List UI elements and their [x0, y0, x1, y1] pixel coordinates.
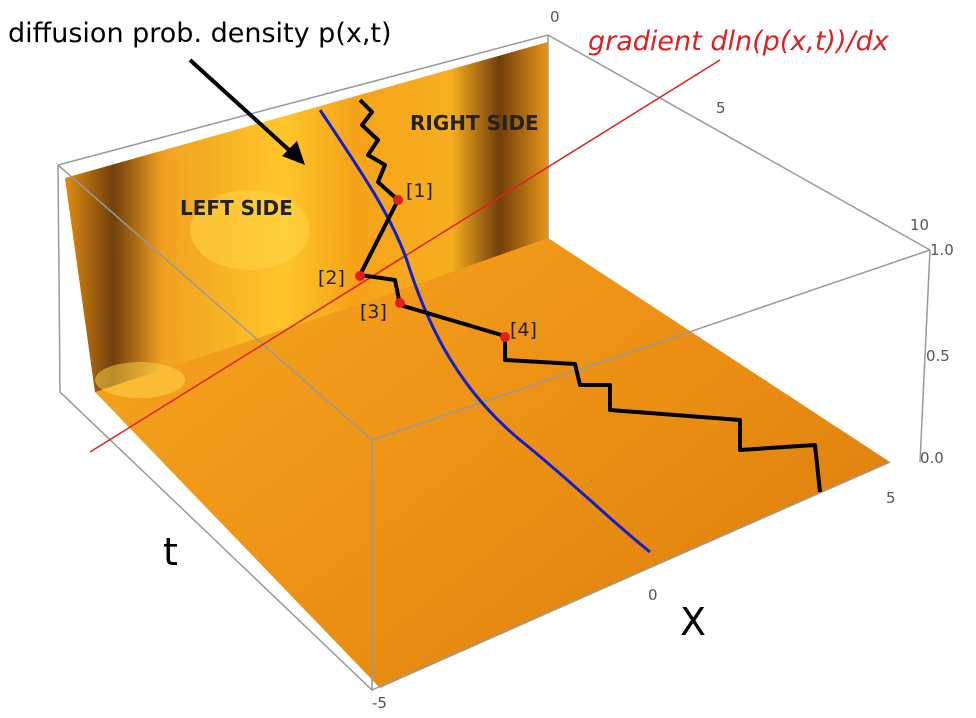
tick-label: -5: [372, 694, 387, 712]
tick-label: 5: [886, 489, 896, 507]
axis-label: X: [680, 600, 706, 644]
tick-label: 1.0: [930, 241, 954, 259]
box-front: [57, 164, 931, 692]
arrow-head: [282, 141, 305, 165]
point: [395, 298, 405, 308]
point-label: [3]: [360, 301, 387, 323]
highlight: [95, 362, 185, 398]
tick-label: 0.0: [920, 449, 944, 467]
mean-curve: [318, 109, 651, 554]
gradient-label: gradient dln(p(x,t))/dx: [588, 26, 890, 57]
highlight: [190, 190, 310, 270]
walk-points: [355, 195, 510, 342]
tick-label: 0.5: [926, 347, 950, 365]
tick-label: 0: [550, 8, 560, 26]
title: diffusion prob. density p(x,t): [8, 18, 392, 49]
point: [500, 332, 510, 342]
arrow: [188, 58, 302, 162]
side-label: RIGHT SIDE: [410, 111, 539, 135]
point-label: [4]: [510, 319, 537, 341]
point-label: [2]: [318, 267, 345, 289]
tick-label: 0: [648, 586, 658, 604]
side-label: LEFT SIDE: [180, 196, 293, 220]
tick-label: 5: [716, 99, 726, 117]
point: [393, 195, 403, 205]
tick-label: 10: [910, 216, 929, 234]
point: [355, 271, 365, 281]
point-label: [1]: [406, 180, 433, 202]
axis-label: t: [163, 530, 178, 574]
